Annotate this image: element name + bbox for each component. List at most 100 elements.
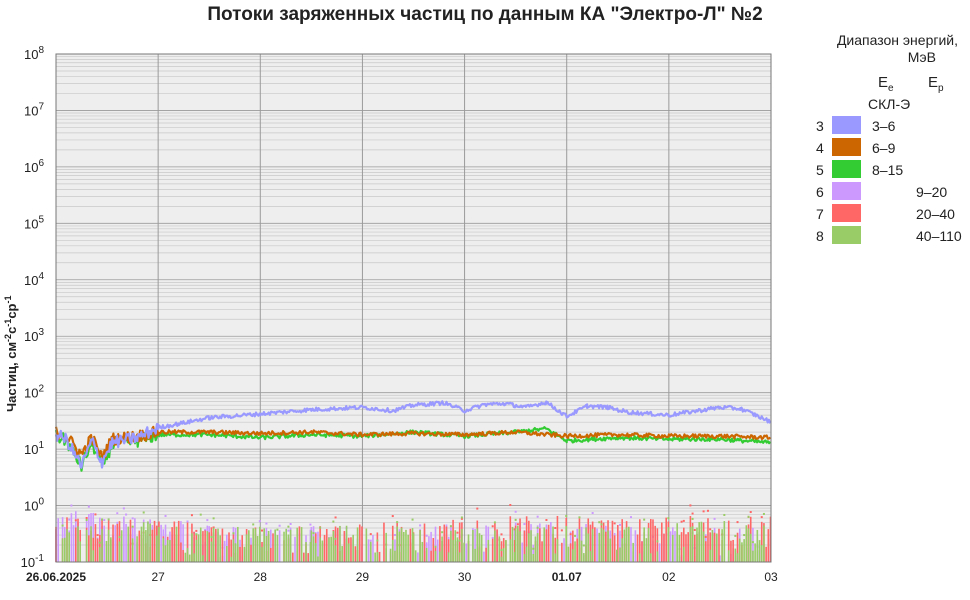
mark-ch8-dot [107, 518, 110, 521]
line-ch3 [54, 400, 772, 469]
mark-ch7-dot [749, 511, 752, 514]
mark-ch6-dot [393, 534, 396, 537]
mark-ch8-dot [743, 534, 746, 537]
mark-ch8-dot [85, 518, 88, 521]
mark-ch6-dot [309, 523, 312, 526]
legend-energy-range: 9–20 [916, 184, 948, 200]
mark-ch8-dot [210, 535, 213, 538]
mark-ch8-dot [458, 539, 461, 542]
mark-ch8-dot [762, 512, 765, 515]
mark-ch6-dot [131, 517, 134, 520]
mark-ch6-dot [278, 524, 281, 527]
legend-swatch [832, 182, 861, 200]
plot-area [56, 54, 771, 562]
mark-ch8-dot [582, 544, 585, 547]
mark-ch7-dot [760, 516, 763, 519]
legend-energy-range: 8–15 [872, 162, 904, 178]
mark-ch8-dot [252, 523, 255, 526]
mark-ch8-dot [667, 517, 670, 520]
legend-swatch [832, 116, 861, 134]
mark-ch6-dot [265, 522, 268, 525]
mark-ch7-dot [456, 531, 459, 534]
legend-energy-range: 40–110 [916, 228, 962, 244]
mark-ch6-dot [289, 523, 292, 526]
mark-ch7-dot [545, 518, 548, 521]
mark-ch8-dot [532, 547, 535, 550]
mark-ch6-dot [125, 513, 128, 516]
legend-entry-ch4: 4 6–9 [808, 138, 970, 158]
line-ch4 [54, 425, 772, 463]
y-tick-label: 106 [24, 158, 44, 175]
y-tick-label: 103 [24, 327, 44, 344]
legend-swatch [832, 138, 861, 156]
mark-ch8-dot [734, 534, 737, 537]
mark-ch8-dot [332, 520, 335, 523]
mark-ch8-dot [598, 521, 601, 524]
mark-ch8-dot [195, 533, 198, 536]
mark-ch6-dot [514, 510, 517, 513]
legend-channel-number: 5 [816, 162, 824, 178]
x-tick-label: 28 [254, 570, 268, 584]
mark-ch7-dot [702, 510, 705, 513]
mark-ch6-dot [206, 519, 209, 522]
y-tick-label: 104 [24, 271, 44, 288]
y-tick-label: 101 [24, 440, 44, 457]
mark-ch7-dot [195, 529, 198, 532]
mark-ch7-dot [509, 504, 512, 507]
mark-ch7-dot [513, 528, 516, 531]
mark-ch8-dot [334, 537, 337, 540]
mark-ch8-dot [118, 536, 121, 539]
legend-heading-line2: МэВ [907, 49, 936, 65]
y-tick-labels: 10-1 100 101 102 103 104 105 106 107 108 [21, 45, 45, 570]
mark-ch8-dot [312, 532, 315, 535]
mark-ch8-dot [514, 518, 517, 521]
mark-ch6-dot [536, 515, 539, 518]
mark-ch8-dot [751, 541, 754, 544]
mark-ch6-dot [122, 507, 125, 510]
mark-ch8-dot [449, 525, 452, 528]
x-tick-labels: 26.06.2025 27 28 29 30 01.07 02 03 [26, 570, 778, 584]
mark-ch7-dot [560, 529, 563, 532]
mark-ch8-dot [199, 513, 202, 516]
y-tick-label: 105 [24, 214, 44, 231]
mark-ch6-dot [103, 519, 106, 522]
legend-entry-ch7: 7 20–40 [808, 204, 970, 224]
mark-ch8-dot [319, 526, 322, 529]
chart-title: Потоки заряженных частиц по данным КА "Э… [207, 4, 763, 25]
legend-electron-header: Ee [878, 74, 894, 94]
mark-ch6-dot [164, 514, 167, 517]
mark-ch7-dot [96, 534, 99, 537]
mark-ch7-dot [94, 513, 97, 516]
mark-ch7-dot [691, 512, 694, 515]
minor-gridlines [56, 56, 771, 546]
mark-ch6-dot [713, 517, 716, 520]
legend-channel-number: 8 [816, 228, 824, 244]
legend-entry-ch8: 8 40–110 [808, 226, 970, 246]
mark-ch8-dot [723, 513, 726, 516]
x-tick-label: 27 [151, 570, 165, 584]
mark-ch8-dot [61, 524, 64, 527]
mark-ch6-dot [186, 520, 189, 523]
mark-ch6-dot [491, 536, 494, 539]
mark-ch8-dot [142, 511, 145, 514]
mark-ch7-dot [554, 527, 557, 530]
mark-ch8-dot [747, 515, 750, 518]
legend-energy-range: 3–6 [872, 118, 896, 134]
mark-ch8-dot [101, 518, 104, 521]
mark-ch8-dot [434, 545, 437, 548]
x-tick-label: 01.07 [552, 570, 582, 584]
mark-ch8-dot [565, 514, 568, 517]
mark-ch8-dot [98, 541, 101, 544]
legend-swatch [832, 160, 861, 178]
mark-ch6-dot [68, 518, 71, 521]
mark-ch6-dot [369, 539, 372, 542]
mark-ch6-dot [629, 516, 632, 519]
y-tick-label: 107 [24, 101, 44, 118]
legend-channel-number: 7 [816, 206, 824, 222]
mark-ch6-dot [287, 529, 290, 532]
mark-ch7-dot [334, 516, 337, 519]
legend-entry-ch6: 6 9–20 [808, 182, 970, 202]
mark-ch8-dot [376, 539, 379, 542]
mark-ch8-dot [396, 521, 399, 524]
